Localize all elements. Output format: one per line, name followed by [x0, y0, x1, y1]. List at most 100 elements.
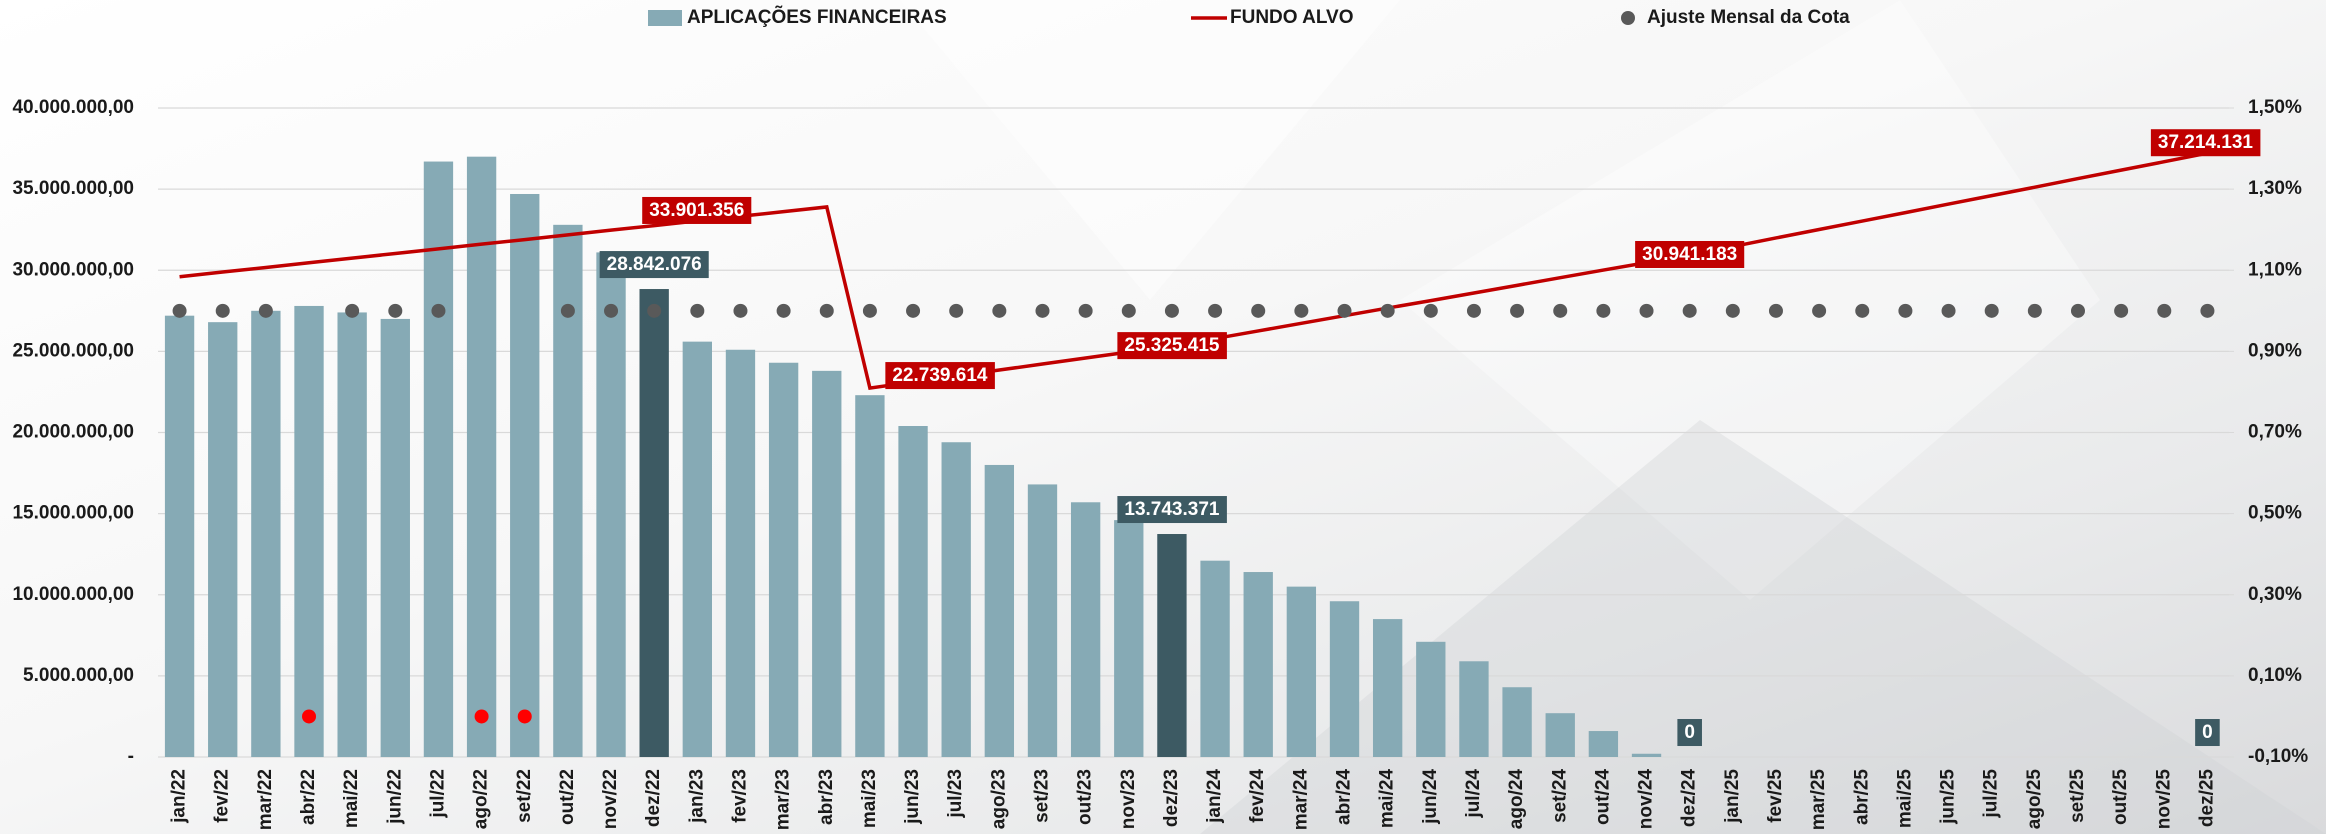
bar — [1200, 560, 1230, 757]
legend-label: APLICAÇÕES FINANCEIRAS — [687, 6, 947, 28]
bar — [1545, 713, 1575, 757]
x-tick-label: set/23 — [1032, 769, 1053, 823]
dot — [1682, 303, 1697, 318]
x-tick-label: dez/22 — [643, 769, 664, 827]
background-shape — [1400, 0, 2100, 600]
x-tick-label: jan/24 — [1204, 769, 1225, 824]
dot — [1639, 303, 1654, 318]
bar — [1372, 619, 1403, 757]
dot — [474, 709, 489, 724]
bar-value-label-box — [1117, 496, 1227, 524]
dot — [1941, 303, 1956, 318]
x-tick-label: ago/23 — [988, 769, 1009, 829]
dot — [302, 709, 317, 724]
dot — [1768, 303, 1783, 318]
line-value-label: 37.214.131 — [2158, 132, 2254, 153]
dot — [992, 303, 1007, 318]
dot — [733, 303, 748, 318]
dot — [388, 303, 403, 318]
bar — [1286, 586, 1317, 757]
x-tick-label: abr/24 — [1334, 769, 1355, 825]
x-tick-label: fev/24 — [1247, 769, 1268, 823]
x-tick-label: jun/22 — [384, 769, 405, 825]
y-tick-label: 15.000.000,00 — [12, 503, 134, 524]
dot — [1984, 303, 1999, 318]
bar — [855, 395, 885, 757]
dot — [2070, 303, 2085, 318]
bar-value-label-box — [2195, 719, 2220, 747]
bar — [294, 305, 324, 757]
line-value-label: 30.941.183 — [1642, 244, 1737, 265]
dot — [690, 303, 705, 318]
x-tick-label: abr/25 — [1851, 769, 1872, 825]
bar — [898, 426, 928, 757]
bar — [1416, 641, 1446, 757]
x-tick-label: fev/23 — [729, 769, 750, 823]
bar — [1070, 502, 1101, 757]
bar — [941, 442, 971, 757]
y2-tick-label: 1,50% — [2248, 97, 2302, 118]
y-tick-label: 25.000.000,00 — [12, 340, 134, 361]
x-tick-label: set/24 — [1549, 769, 1570, 823]
bar — [164, 315, 195, 757]
x-tick-label: jun/25 — [1938, 769, 1959, 825]
y-tick-label: 10.000.000,00 — [12, 584, 134, 605]
bar — [596, 252, 626, 757]
dot — [2114, 303, 2129, 318]
bar-value-label-box — [599, 251, 709, 279]
y-tick-label: - — [128, 746, 134, 767]
x-tick-label: ago/25 — [2024, 769, 2045, 830]
bar — [768, 362, 799, 757]
bar — [466, 156, 497, 758]
y-tick-label: 5.000.000,00 — [23, 665, 134, 686]
dot — [560, 303, 575, 318]
dot — [1725, 303, 1740, 318]
dot — [172, 303, 187, 318]
x-tick-label: set/25 — [2067, 769, 2088, 823]
y2-tick-label: 0,70% — [2248, 422, 2302, 443]
dot — [1812, 303, 1827, 318]
x-tick-label: out/25 — [2110, 769, 2131, 825]
dot — [215, 303, 230, 318]
bar — [380, 318, 410, 757]
bar-value-label: 28.842.076 — [607, 254, 702, 275]
x-tick-label: jun/24 — [1420, 769, 1441, 825]
line-value-label-box — [642, 196, 752, 224]
x-tick-label: mai/24 — [1377, 769, 1398, 829]
x-tick-label: nov/23 — [1118, 769, 1139, 829]
dot — [1380, 303, 1395, 318]
bar — [1027, 484, 1058, 757]
dot — [862, 303, 877, 318]
dot — [2157, 303, 2172, 318]
dot — [1121, 303, 1136, 318]
dot — [1855, 303, 1870, 318]
bar — [725, 349, 756, 757]
y-tick-label: 40.000.000,00 — [12, 97, 134, 118]
x-tick-label: jun/23 — [902, 769, 923, 825]
y2-tick-label: 1,10% — [2248, 259, 2302, 280]
x-tick-label: nov/24 — [1636, 769, 1657, 830]
x-tick-label: jul/23 — [945, 769, 966, 819]
bar — [1502, 687, 1532, 757]
legend-swatch — [648, 10, 682, 26]
dot — [1596, 303, 1611, 318]
bar — [337, 312, 367, 757]
x-tick-label: dez/25 — [2196, 769, 2217, 828]
x-tick-label: jul/22 — [427, 769, 448, 819]
x-tick-label: dez/23 — [1161, 769, 1182, 827]
bar — [1114, 520, 1144, 757]
x-tick-label: jul/25 — [1981, 769, 2002, 819]
line-value-label-box — [885, 362, 995, 390]
bar — [251, 310, 281, 757]
bar — [423, 161, 454, 758]
line-value-label-box — [1635, 240, 1745, 268]
x-tick-label: fev/22 — [212, 769, 233, 823]
dot — [1035, 303, 1050, 318]
bar — [1329, 601, 1360, 757]
dot — [776, 303, 791, 318]
x-tick-label: jan/25 — [1722, 769, 1743, 824]
bar-value-label: 0 — [2202, 722, 2213, 743]
x-tick-label: mai/22 — [341, 769, 362, 828]
x-tick-label: out/24 — [1592, 769, 1613, 825]
